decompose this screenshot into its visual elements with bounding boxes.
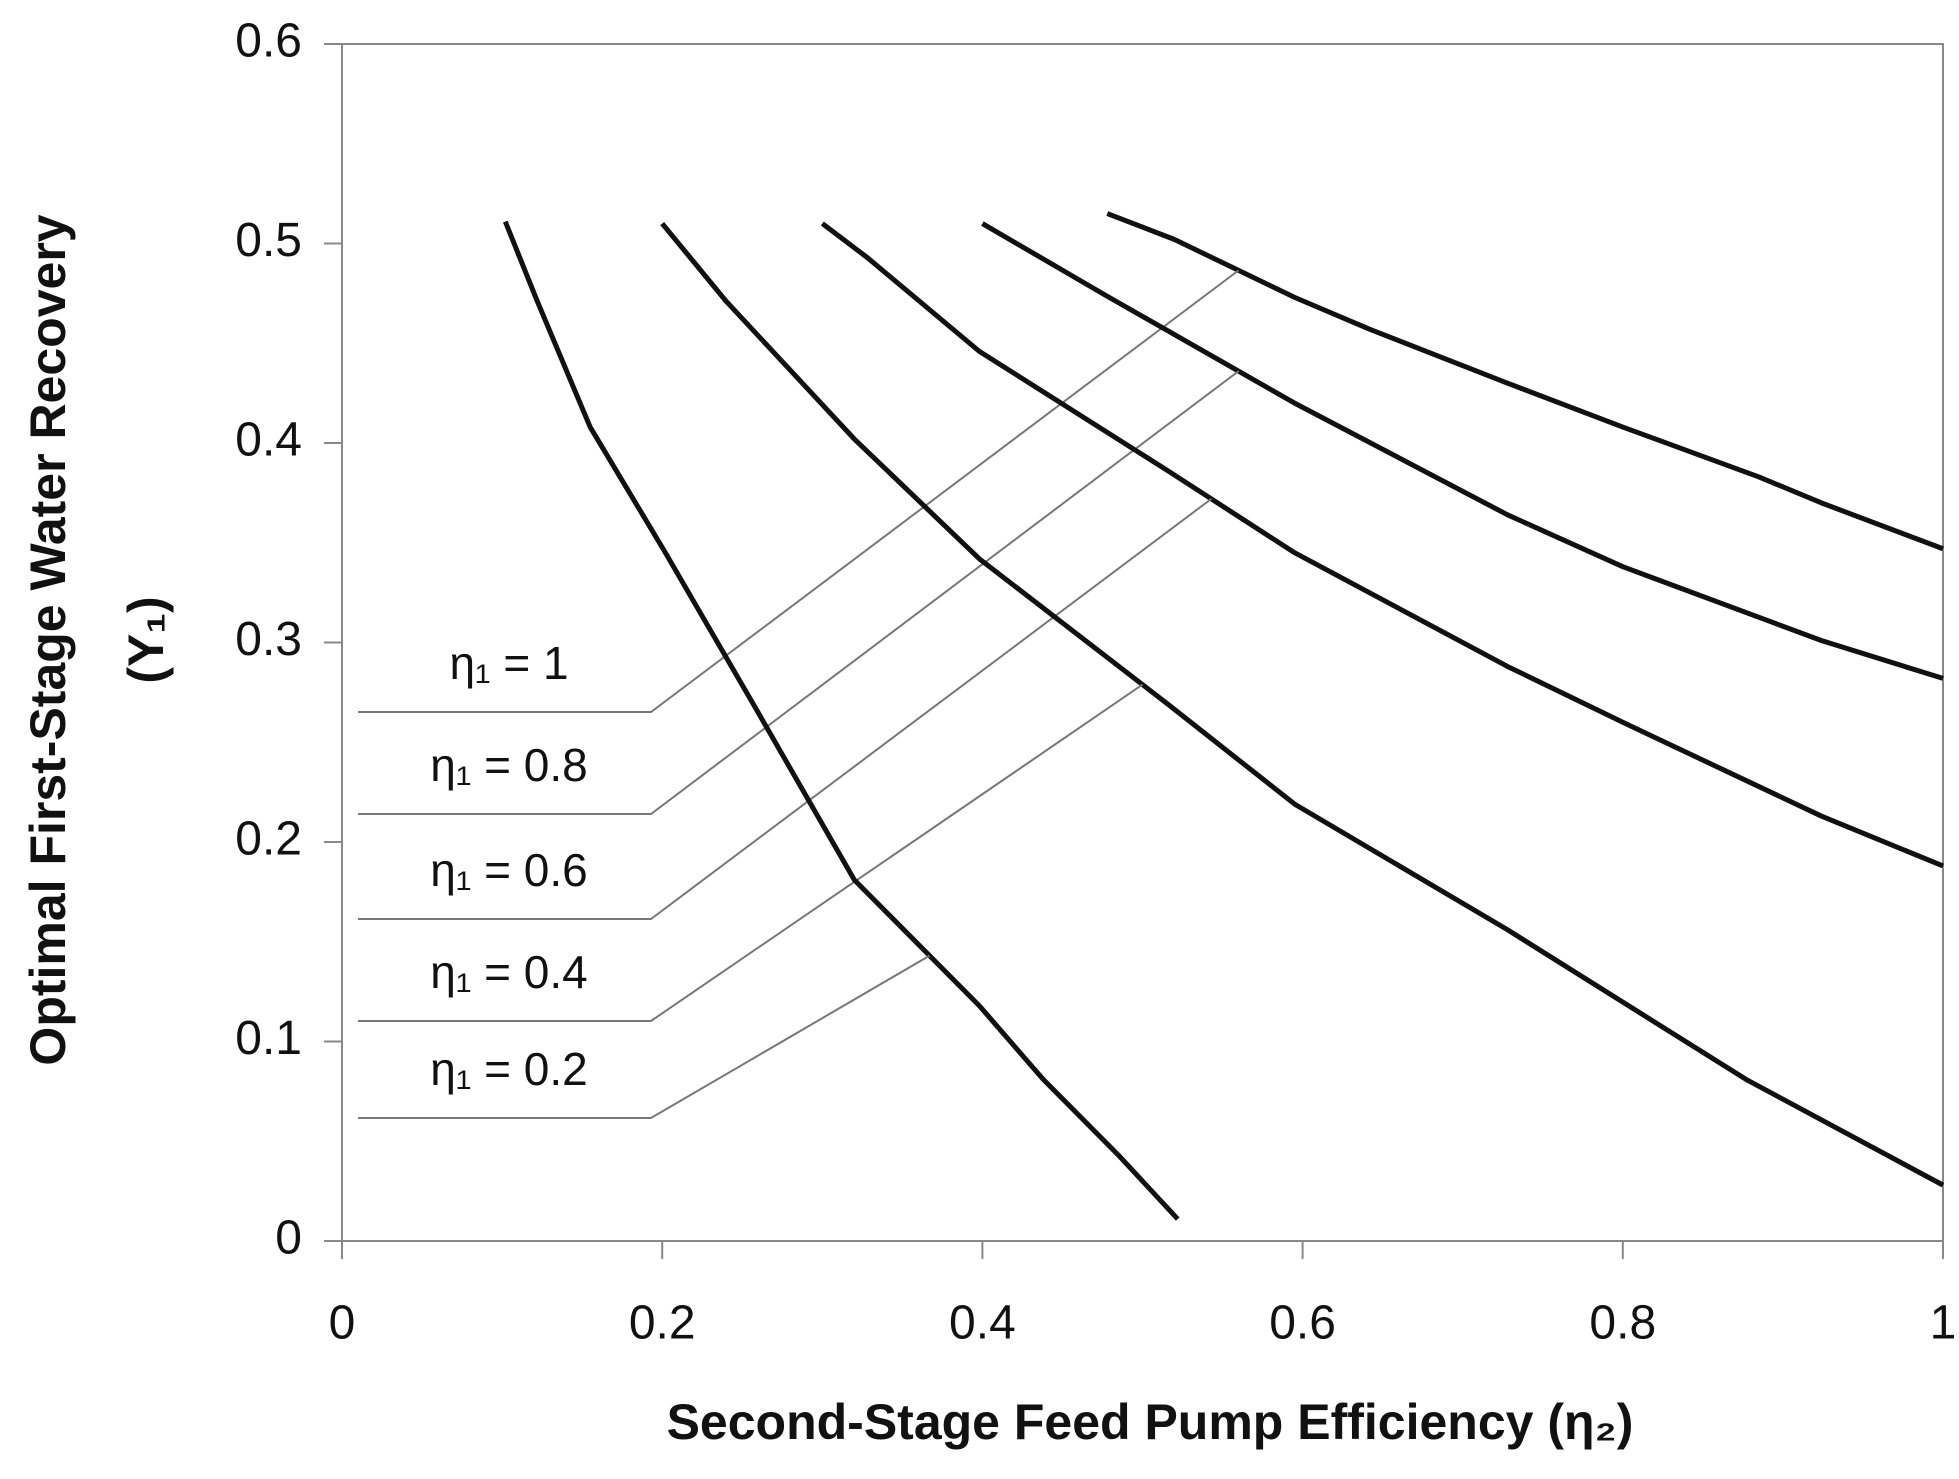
leader-line [358,683,1144,1022]
y-tick-label: 0.6 [235,15,302,68]
legend-label: η₁ = 1 [449,637,568,689]
y-tick-label: 0.5 [235,214,302,267]
leader-line [358,370,1240,815]
series-line [660,221,1945,1188]
x-axis-title: Second-Stage Feed Pump Efficiency (η₂) [667,1394,1634,1450]
legend-label: η₁ = 0.6 [430,844,587,896]
legend-label: η₁ = 0.4 [430,946,587,998]
y-tick-label: 0.3 [235,613,302,666]
series-line [502,220,1180,1221]
legend-label: η₁ = 0.2 [430,1043,587,1095]
leader-line [358,269,1240,713]
legend-label: η₁ = 0.8 [430,739,587,791]
y-tick-label: 0.4 [235,414,302,467]
x-tick-label: 0.2 [629,1297,696,1350]
y-axis-title: (Y₁) [118,596,174,683]
x-tick-label: 0 [329,1297,356,1350]
x-tick-label: 0.8 [1589,1297,1656,1350]
x-tick-label: 0.4 [949,1297,1016,1350]
series-line [820,221,1944,869]
series-line [1106,211,1944,552]
x-tick-label: 1 [1930,1297,1957,1350]
series-line [981,221,1944,681]
x-tick-label: 0.6 [1269,1297,1336,1350]
y-axis-title: Optimal First-Stage Water Recovery [20,214,76,1065]
leader-line [358,954,931,1119]
y-tick-label: 0.2 [235,813,302,866]
leader-line [358,498,1212,920]
y-tick-label: 0 [275,1212,302,1265]
y-tick-label: 0.1 [235,1012,302,1065]
